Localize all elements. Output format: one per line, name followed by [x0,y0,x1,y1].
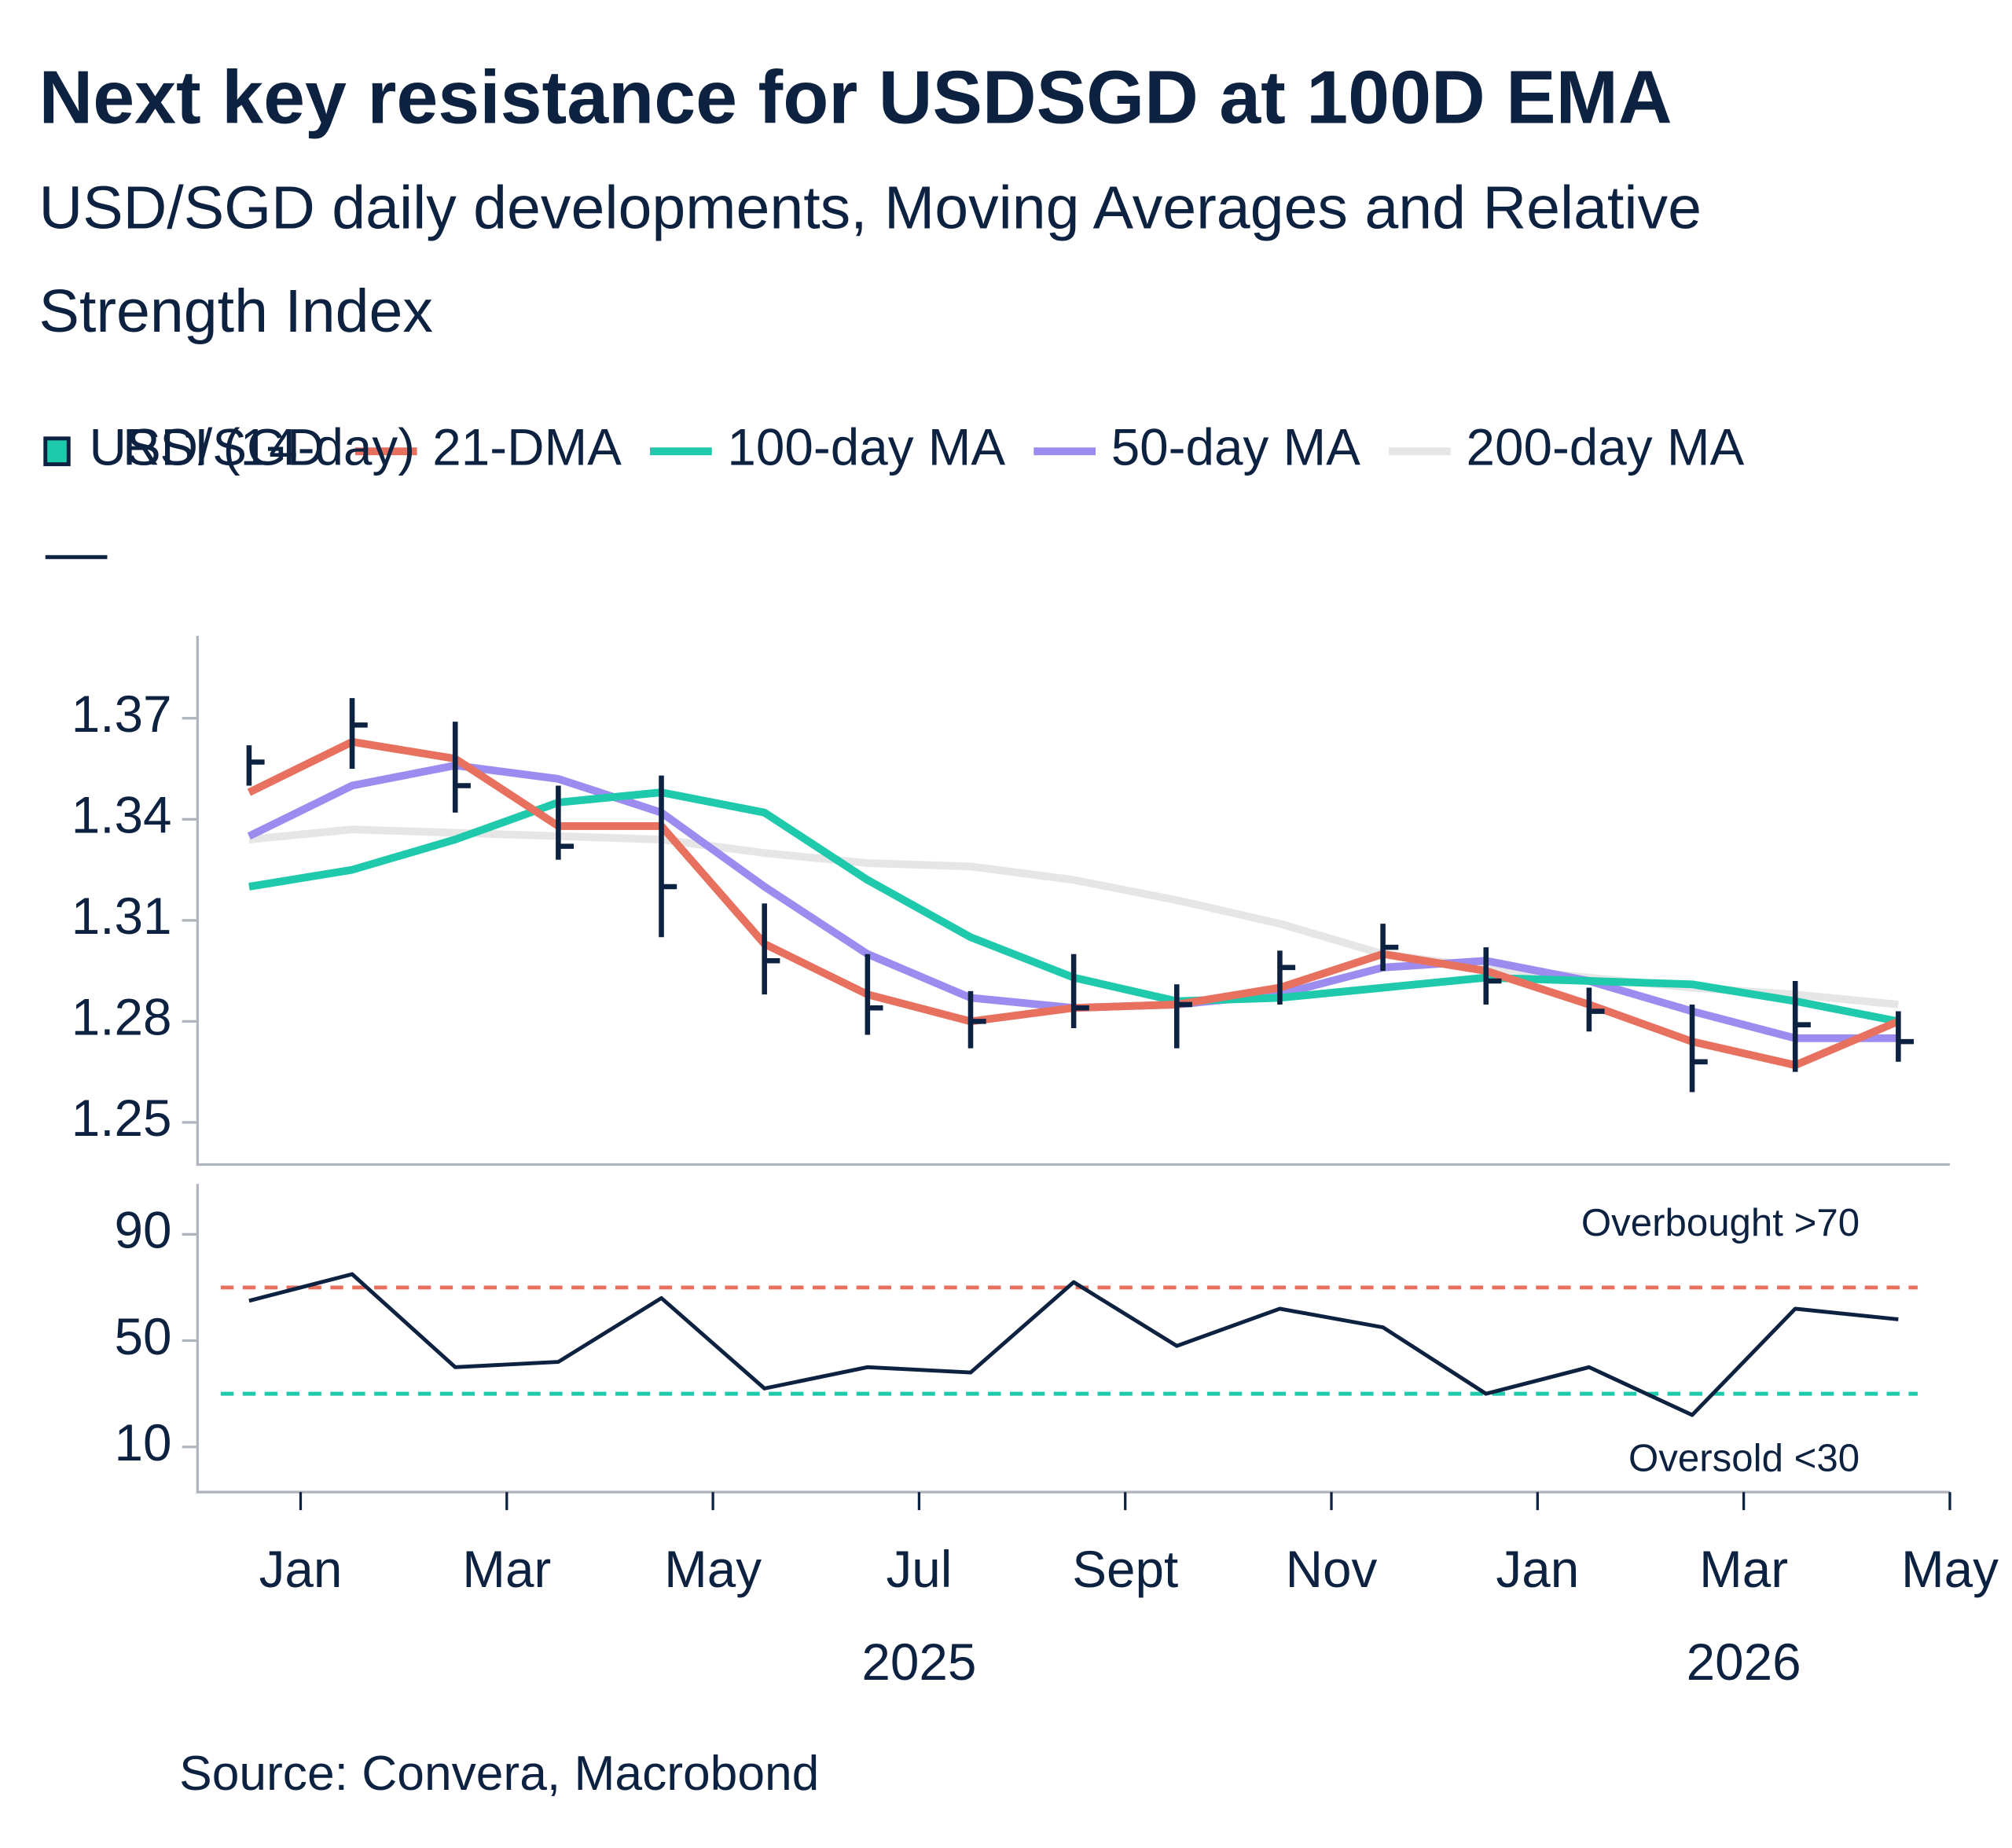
y-tick-label: 1.31 [72,887,172,945]
source: Source: Convera, Macrobond [179,1747,819,1801]
y-tick-label: 1.28 [72,989,172,1046]
threshold-label: Overbought >70 [1581,1201,1860,1244]
legend-label: 100-day MA [727,419,1005,476]
legend-label: USD/SGD [90,419,325,476]
y-tick-label: 50 [115,1308,172,1365]
x-tick-label: Jan [259,1541,343,1598]
rsi-axis [196,1184,1950,1493]
x-tick-label: Nov [1286,1541,1378,1598]
x-tick-label: Sept [1072,1541,1178,1598]
y-tick-label: 90 [115,1202,172,1259]
price-axis [196,635,1950,1166]
legend-label: 200-day MA [1467,419,1745,476]
x-tick-label: May [1901,1541,1999,1598]
chart-title: Next key resistance for USDSGD at 100D E… [39,56,1672,139]
x-tick-label: Jul [886,1541,952,1598]
x-tick-label: May [664,1541,762,1598]
y-tick-label: 1.37 [72,685,172,743]
x-tick-label: Mar [1699,1541,1788,1598]
legend-label: 21-DMA [432,419,622,476]
year-label: 2026 [1687,1633,1801,1691]
y-tick-label: 1.25 [72,1089,172,1147]
y-tick-label: 1.34 [72,787,172,844]
x-tick-label: Jan [1496,1541,1579,1598]
year-label: 2025 [861,1633,976,1691]
x-tick-label: Mar [462,1541,551,1598]
threshold-label: Oversold <30 [1628,1436,1860,1479]
chart-subtitle: USD/SGD daily developments, Moving Avera… [39,175,1702,345]
legend-label: 50-day MA [1111,419,1360,476]
series-line [248,1272,1899,1417]
legend-label: RSI (14-day) [123,419,415,476]
y-tick-label: 10 [115,1414,172,1471]
legend-swatch [43,436,71,467]
